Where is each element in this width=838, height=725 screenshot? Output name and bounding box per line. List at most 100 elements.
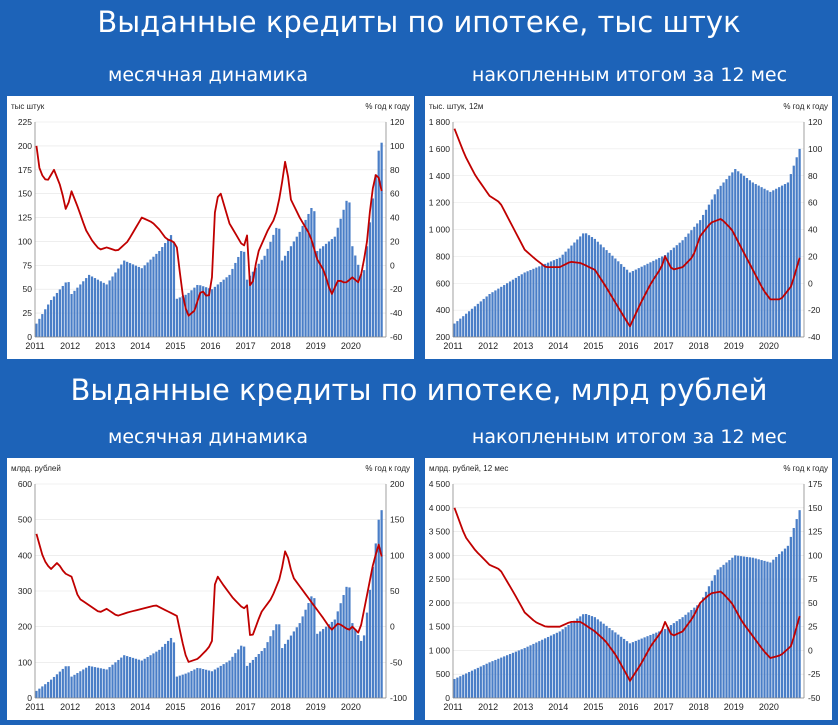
bar [184,673,187,698]
bar [231,656,234,698]
bar [681,617,684,698]
bar [722,182,725,337]
bar [778,187,781,337]
y-tick-label: 0 [445,693,450,703]
bar [85,278,88,337]
bar [304,219,307,337]
y-tick-label: 50 [23,284,33,294]
bar [210,671,214,698]
bar [47,304,50,337]
bar [137,266,140,337]
bar [70,676,73,698]
bar [137,659,140,698]
bar [205,669,208,698]
bar [181,296,184,337]
bar [286,251,290,337]
bar [146,656,149,698]
bar [631,642,635,698]
bar [377,150,380,337]
bar [456,677,459,698]
bar [126,261,129,337]
bar [111,664,114,698]
chart-svg: тыс штук % год к году 0 25 50 75 100 125 150 175 2… [11,102,410,351]
bar [298,231,301,337]
bar [666,627,670,698]
bar [655,259,658,337]
bar [105,284,108,337]
bar [526,646,529,698]
y2-tick-label: 0 [808,278,813,288]
y2-tick-label: -100 [390,693,407,703]
bar [584,613,588,698]
bar [617,634,620,698]
bar [105,669,108,698]
bar [327,624,331,698]
bar [319,631,322,698]
bar [734,555,737,698]
bar [669,625,673,698]
bar [459,318,462,337]
bar [143,658,146,698]
bar [114,272,117,337]
bar [257,263,260,337]
bar [710,580,713,698]
y-tick-label: 3 000 [429,550,451,560]
y-tick-label: 400 [436,305,450,315]
bar [728,560,731,698]
bar [751,182,754,337]
y2-tick-label: -40 [808,332,821,342]
bar [102,282,105,337]
bar [193,669,196,698]
bar [453,678,456,698]
bar [266,642,269,698]
subtitle-monthly-units: месячная динамика [107,64,308,86]
bar [339,603,342,698]
bar [544,638,547,698]
bar [634,269,637,337]
bar [494,659,497,698]
bar [462,316,465,337]
bar [149,655,152,698]
bar [608,628,611,698]
y2-tick-label: -50 [390,657,403,667]
y2-tick-label: 100 [808,550,822,560]
bar [555,258,558,337]
bar [704,591,708,698]
bar [199,285,202,337]
bar [175,676,178,698]
bar [164,243,167,337]
y-tick-label: 2 500 [429,574,451,584]
x-tick-label: 2014 [548,702,568,712]
bar [374,174,377,337]
bar [713,575,716,698]
bar [64,666,67,698]
bar [96,667,100,698]
bar [248,275,252,337]
bar [228,274,231,337]
bar [500,657,503,698]
bar [58,671,61,698]
yoy-line [35,533,383,663]
bar [576,239,579,337]
bar [757,559,760,698]
bar [473,669,477,698]
bar [64,282,67,337]
bar [172,642,176,698]
bar [453,323,456,337]
bar [368,222,372,337]
bar [541,639,544,698]
y2-tick-label: 120 [808,117,822,127]
bar [222,664,225,698]
bar [775,556,778,698]
bar [593,617,596,698]
y2-tick-label: 0 [808,645,813,655]
x-tick-label: 2012 [60,702,80,712]
bar [663,629,667,698]
bar [605,250,608,337]
bar [470,670,474,698]
bar [757,185,760,337]
bar [187,672,190,698]
bar [564,627,567,698]
y-tick-label: 1 500 [429,622,451,632]
bar [497,288,500,338]
